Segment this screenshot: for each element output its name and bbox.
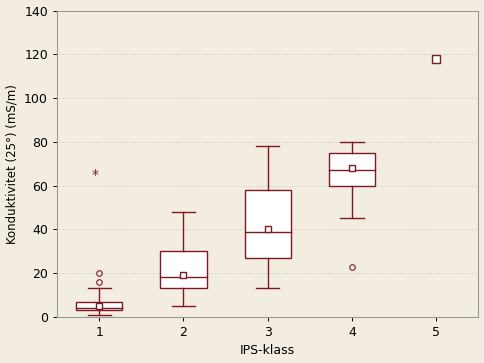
Text: *: * bbox=[91, 168, 98, 182]
Y-axis label: Konduktivitet (25°) (mS/m): Konduktivitet (25°) (mS/m) bbox=[5, 84, 18, 244]
X-axis label: IPS-klass: IPS-klass bbox=[240, 344, 295, 358]
Bar bbox=[244, 190, 291, 258]
Bar bbox=[329, 153, 375, 185]
Bar bbox=[76, 302, 122, 310]
Bar bbox=[160, 251, 207, 289]
